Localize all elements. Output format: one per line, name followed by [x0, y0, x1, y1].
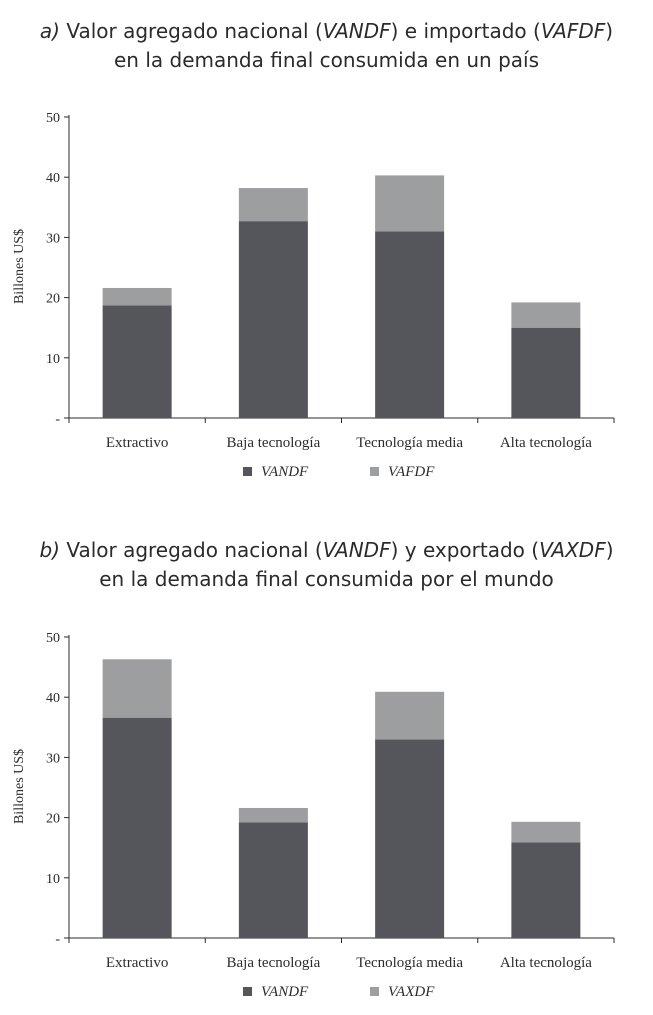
chart-b-y-tick-label: 40	[46, 691, 60, 706]
chart-b-title-series1: VANDF	[322, 538, 391, 562]
chart-a-bar-vafdf	[238, 188, 308, 222]
chart-b-title-line1: b) Valor agregado nacional (VANDF) y exp…	[0, 536, 653, 565]
chart-a-legend-swatch	[243, 467, 252, 476]
chart-b-bar-vandf	[511, 842, 581, 938]
chart-b-category-label: Tecnología media	[356, 955, 463, 971]
chart-b-title-text: )	[605, 538, 614, 562]
chart-b-y-tick-label: -	[55, 932, 60, 947]
chart-a-category-label: Extractivo	[106, 435, 168, 451]
chart-b-title-text: Valor agregado nacional (	[66, 538, 323, 562]
chart-a: - 10 20 30 40 50 Billones US$ Extractivo Baja te…	[12, 111, 615, 480]
chart-a-category-label: Alta tecnología	[500, 435, 592, 451]
chart-b-category-label: Alta tecnología	[500, 955, 592, 971]
chart-b-legend-swatch	[370, 987, 379, 996]
chart-b-category-label: Extractivo	[106, 955, 168, 971]
chart-a-title: a) Valor agregado nacional (VANDF) e imp…	[0, 17, 653, 75]
chart-b-title-series2: VAXDF	[539, 538, 606, 562]
chart-a-y-tick-label: -	[55, 412, 60, 427]
chart-a-title-series1: VANDF	[322, 19, 391, 43]
chart-b-bar-vandf	[238, 822, 308, 938]
chart-a-bar-vandf	[511, 327, 581, 418]
chart-a-y-tick-label: 10	[46, 352, 60, 367]
chart-a-y-tick-label: 20	[46, 292, 60, 307]
chart-a-category-label: Baja tecnología	[227, 435, 321, 451]
chart-a-bar-vafdf	[102, 287, 172, 306]
chart-b-legend-swatch	[243, 987, 252, 996]
chart-b-category-label: Baja tecnología	[227, 955, 321, 971]
chart-a-bar-vafdf	[511, 302, 581, 328]
chart-b-title: b) Valor agregado nacional (VANDF) y exp…	[0, 536, 653, 594]
chart-a-title-text: )	[605, 19, 614, 43]
chart-b-y-tick-label: 20	[46, 812, 60, 827]
chart-b-y-tick-label: 10	[46, 872, 60, 887]
chart-b-title-line2: en la demanda final consumida por el mun…	[99, 567, 554, 591]
chart-a-bar-vandf	[375, 231, 445, 418]
chart-b-bar-vandf	[375, 739, 445, 938]
chart-b-bar-vaxdf	[102, 659, 172, 718]
chart-a-title-line2: en la demanda final consumida en un país	[114, 48, 539, 72]
chart-b-y-tick-label: 50	[46, 631, 60, 646]
chart-a-title-line1: a) Valor agregado nacional (VANDF) e imp…	[0, 17, 653, 46]
chart-b-legend-label: VAXDF	[388, 984, 435, 1000]
chart-b-bar-vandf	[102, 717, 172, 938]
chart-a-y-tick-label: 30	[46, 231, 60, 246]
chart-a-title-prefix: a)	[39, 19, 60, 43]
chart-a-bar-vafdf	[375, 175, 445, 232]
chart-b-y-axis-label: Billones US$	[12, 749, 27, 824]
chart-a-legend-label: VANDF	[261, 464, 309, 480]
chart-a-legend-swatch	[370, 467, 379, 476]
chart-a-title-text: Valor agregado nacional (	[66, 19, 323, 43]
chart-b-title-text: ) y exportado (	[390, 538, 540, 562]
chart-a-bar-vandf	[102, 305, 172, 418]
chart-a-title-text: ) e importado (	[390, 19, 541, 43]
chart-a-y-tick-label: 50	[46, 111, 60, 126]
chart-a-bar-vandf	[238, 221, 308, 418]
chart-a-category-label: Tecnología media	[356, 435, 463, 451]
chart-a-y-axis-label: Billones US$	[12, 229, 27, 304]
chart-b-bar-vaxdf	[375, 691, 445, 740]
chart-b: - 10 20 30 40 50 Billones US$ Extractivo Baja te…	[12, 631, 615, 1000]
chart-a-title-series2: VAFDF	[540, 19, 606, 43]
chart-b-bar-vaxdf	[511, 821, 581, 843]
chart-b-bar-vaxdf	[238, 807, 308, 823]
chart-b-y-tick-label: 30	[46, 751, 60, 766]
chart-b-legend-label: VANDF	[261, 984, 309, 1000]
chart-a-legend-label: VAFDF	[388, 464, 435, 480]
chart-a-y-tick-label: 40	[46, 171, 60, 186]
chart-b-title-prefix: b)	[39, 538, 60, 562]
